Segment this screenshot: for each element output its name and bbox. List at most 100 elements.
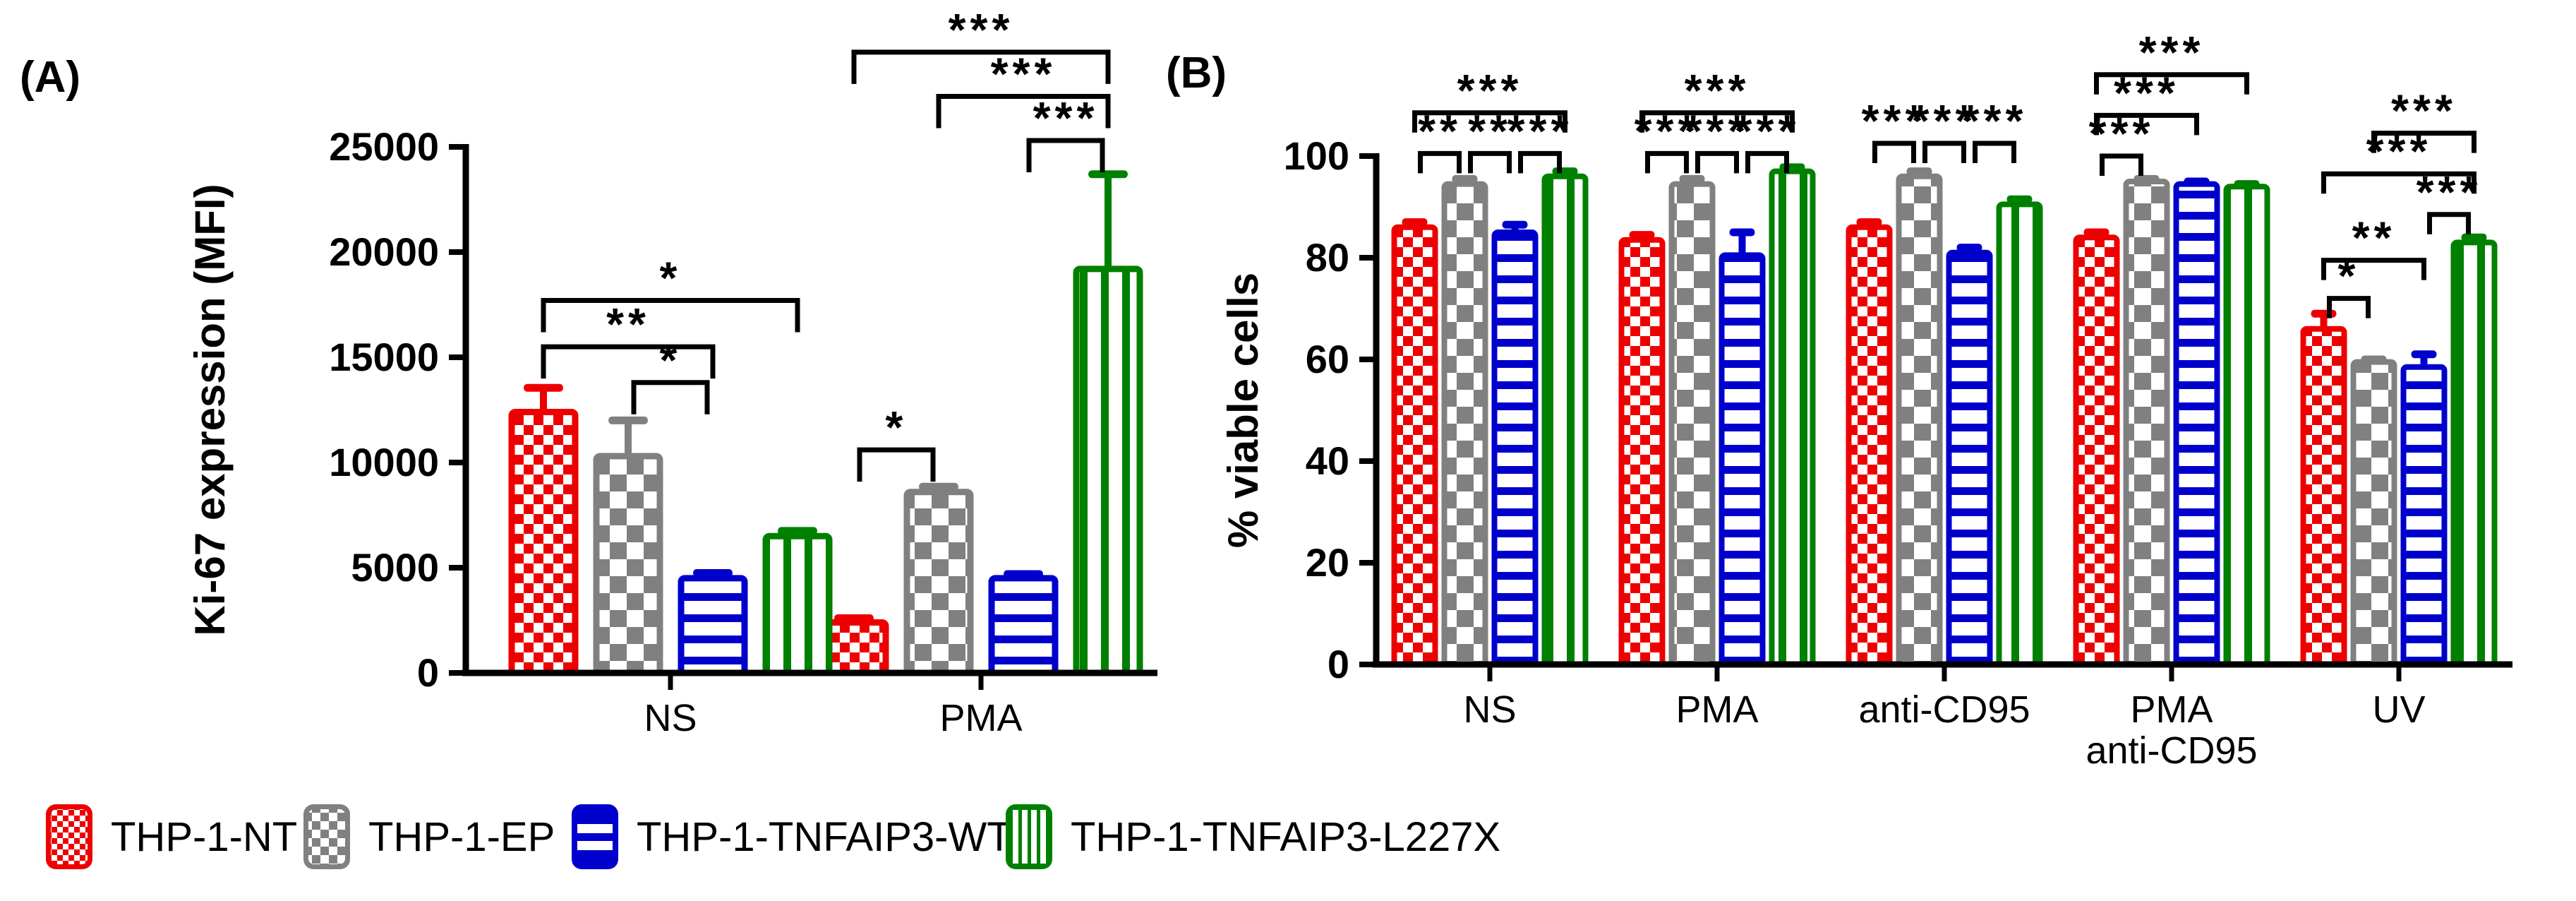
significance-asterisks: *** (1457, 65, 1523, 116)
significance-bracket (1412, 110, 1567, 133)
error-bar-cap (778, 527, 817, 535)
significance-bracket (541, 344, 716, 379)
significance-asterisks: *** (2391, 85, 2457, 136)
y-axis-title-a: Ki-67 expression (MFI) (186, 184, 234, 636)
legend-label: THP-1-TNFAIP3-L227X (1071, 813, 1501, 860)
significance-bracket (1745, 150, 1789, 174)
significance-asterisks: *** (1033, 93, 1099, 143)
error-bar (625, 420, 632, 465)
significance-bracket (851, 49, 1111, 84)
y-tick-label: 20 (1306, 540, 1349, 585)
error-bar (1105, 174, 1112, 278)
error-bar-cap (1956, 244, 1982, 252)
significance-asterisks: *** (949, 4, 1014, 55)
error-bar (2320, 314, 2328, 338)
y-tick-label: 40 (1306, 438, 1349, 483)
significance-asterisks: *** (1912, 95, 1978, 146)
significance-bracket (2371, 131, 2476, 153)
error-bar-cap (1088, 170, 1128, 179)
panel-a: (A) Ki-67 expression (MFI) 0 5000 10000 15000… (20, 4, 1157, 739)
significance-bracket (2427, 212, 2471, 234)
error-bar-cap (693, 568, 733, 577)
legend-label: THP-1-NT (111, 813, 298, 860)
legend-swatch-THP-1-TNFAIP3-WT (572, 804, 618, 869)
x-category-label: anti-CD95 (1858, 688, 2030, 731)
legend-item-THP-1-EP: THP-1-EP (303, 804, 555, 869)
significance-bracket (2321, 171, 2476, 194)
legend-swatch-THP-1-TNFAIP3-L227X (1006, 804, 1052, 869)
significance-bracket (2094, 72, 2249, 95)
error-bar-cap (1452, 174, 1478, 183)
y-tick-label: 0 (417, 650, 439, 695)
legend-label: THP-1-TNFAIP3-WT (637, 813, 1012, 860)
x-category-label: UV (2372, 688, 2425, 731)
error-bar-cap (608, 416, 648, 424)
y-tick-label: 15000 (329, 335, 439, 379)
significance-bracket (936, 93, 1111, 129)
significance-bracket (541, 298, 800, 333)
significance-bracket (2100, 153, 2143, 176)
significance-bracket (1468, 150, 1512, 174)
significance-bracket (857, 447, 936, 482)
significance-bracket (1973, 141, 2016, 163)
significance-asterisks: *** (1962, 95, 2028, 146)
panel-label-b: (B) (1166, 49, 1227, 97)
significance-bracket (2321, 258, 2426, 280)
y-tick-label: 5000 (351, 545, 439, 590)
error-bar (1738, 232, 1746, 264)
y-tick-label: 25000 (329, 124, 439, 169)
legend-label: THP-1-EP (368, 813, 555, 860)
error-bar-cap (524, 383, 563, 392)
significance-asterisks: ** (2352, 213, 2396, 263)
error-bar-cap (2411, 350, 2437, 359)
significance-bracket (2094, 112, 2199, 136)
y-tick-label: 0 (1328, 642, 1349, 686)
error-bar (540, 388, 547, 421)
x-category-label: PMA (939, 697, 1022, 739)
x-category-label: PMA (2130, 688, 2213, 731)
significance-bracket (1922, 141, 1966, 163)
significance-bracket (1872, 141, 1916, 163)
significance-bracket (2327, 296, 2371, 318)
error-bar-cap (1906, 167, 1932, 176)
y-tick-label: 100 (1284, 133, 1349, 178)
significance-asterisks: *** (991, 48, 1057, 99)
significance-asterisks: * (660, 335, 682, 386)
legend-swatch-THP-1-NT (46, 804, 92, 869)
x-category-label: NS (644, 697, 697, 739)
significance-asterisks: *** (2139, 27, 2205, 78)
significance-bracket (631, 380, 710, 414)
significance-bracket (1639, 110, 1795, 133)
significance-asterisks: *** (1685, 65, 1750, 116)
legend-item-THP-1-NT: THP-1-NT (46, 804, 297, 869)
significance-bracket (1695, 150, 1739, 174)
significance-asterisks: * (660, 253, 682, 304)
significance-bracket (1518, 150, 1562, 174)
significance-asterisks: ** (606, 299, 650, 350)
x-category-label: PMA (1675, 688, 1758, 731)
y-tick-label: 10000 (329, 440, 439, 484)
error-bar-cap (2461, 233, 2487, 241)
significance-asterisks: * (886, 402, 908, 453)
y-tick-label: 20000 (329, 229, 439, 274)
legend-item-THP-1-TNFAIP3-WT: THP-1-TNFAIP3-WT (572, 804, 1012, 869)
significance-bracket (1026, 138, 1105, 173)
error-bar-cap (2006, 195, 2033, 203)
error-bar-cap (1679, 174, 1705, 183)
legend-swatch-THP-1-EP (303, 804, 350, 869)
x-category-label: anti-CD95 (2086, 729, 2257, 772)
legend-item-THP-1-TNFAIP3-L227X: THP-1-TNFAIP3-L227X (1006, 804, 1500, 869)
significance-bracket (1645, 150, 1689, 174)
error-bar-cap (2083, 228, 2109, 237)
error-bar-cap (1402, 218, 1428, 227)
x-category-label: NS (1463, 688, 1516, 731)
y-tick-label: 80 (1306, 235, 1349, 280)
y-axis-title-b: % viable cells (1220, 273, 1267, 548)
error-bar-cap (1629, 231, 1655, 239)
significance-asterisks: *** (1862, 95, 1927, 146)
y-tick-label: 60 (1306, 337, 1349, 381)
